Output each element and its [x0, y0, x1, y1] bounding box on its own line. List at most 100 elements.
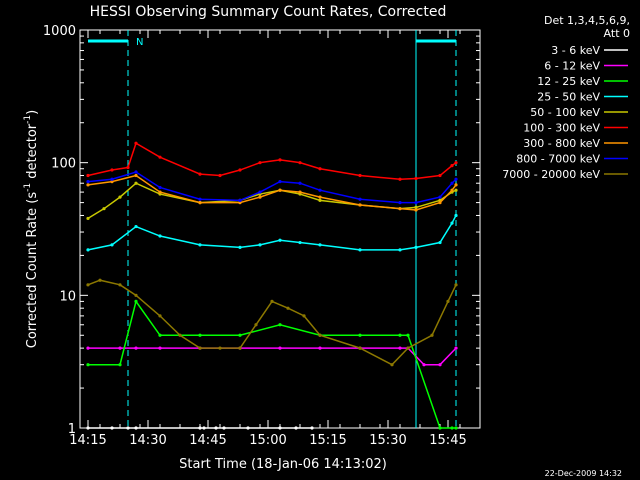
- series-line-6: [87, 174, 457, 211]
- y-tick-label: 1000: [43, 24, 76, 39]
- series-point-0: [202, 426, 206, 430]
- series-point-6: [298, 190, 302, 194]
- legend: Det 1,3,4,5,6,9,Att 0 3 - 6 keV 6 - 12 keV…: [502, 14, 630, 181]
- series-point-7: [238, 198, 242, 202]
- series-point-2: [398, 333, 402, 337]
- series-point-5: [438, 173, 442, 178]
- series-point-1: [438, 363, 442, 367]
- series-point-8: [446, 299, 450, 304]
- series-point-0: [110, 426, 114, 430]
- series-point-5: [450, 164, 454, 168]
- series-point-7: [414, 201, 418, 205]
- series-point-6: [414, 208, 418, 212]
- series-point-0: [86, 426, 90, 430]
- series-point-0: [294, 426, 298, 430]
- y-tick-label: 10: [59, 289, 76, 304]
- legend-label: 800 - 7000 keV: [516, 153, 600, 166]
- series-point-6: [278, 188, 282, 192]
- series-point-8: [134, 293, 138, 297]
- series-point-8: [86, 283, 90, 287]
- series-point-7: [110, 177, 114, 181]
- series-point-2: [438, 426, 442, 430]
- series-point-8: [390, 363, 394, 367]
- x-tick-label: 14:30: [129, 433, 166, 448]
- series-point-6: [158, 190, 162, 194]
- series-point-7: [438, 195, 442, 199]
- series-point-5: [218, 173, 222, 178]
- series-point-6: [358, 203, 362, 207]
- series-point-1: [118, 346, 122, 350]
- series-point-4: [118, 195, 122, 199]
- y-tick-label: 1: [68, 422, 76, 437]
- x-tick-label: 14:15: [69, 433, 106, 448]
- series-point-5: [126, 165, 130, 170]
- series-point-5: [86, 173, 90, 178]
- series-point-4: [134, 181, 138, 185]
- series-point-3: [158, 234, 162, 238]
- series-line-3: [87, 215, 457, 251]
- series-point-5: [258, 161, 262, 165]
- series-point-0: [310, 426, 314, 430]
- series-point-2: [278, 323, 282, 327]
- y-axis-label-text: Corrected Count Rate (s-1 detector-1): [23, 110, 40, 348]
- series-point-3: [438, 240, 442, 245]
- series-line-7: [87, 171, 457, 204]
- series-point-7: [298, 181, 302, 185]
- series-point-5: [454, 161, 458, 165]
- series-point-7: [198, 197, 202, 201]
- series-point-5: [158, 155, 162, 159]
- series-point-1: [86, 346, 90, 350]
- series-point-2: [450, 426, 454, 430]
- series-point-2: [238, 333, 242, 337]
- series-point-3: [298, 240, 302, 245]
- series-point-4: [102, 207, 106, 211]
- series-point-3: [398, 248, 402, 252]
- series-point-5: [238, 168, 242, 172]
- series-point-8: [454, 283, 458, 287]
- series-point-1: [278, 346, 282, 350]
- series-point-8: [254, 323, 258, 327]
- series-point-3: [134, 224, 138, 229]
- legend-label: 7000 - 20000 keV: [502, 168, 600, 181]
- series-point-8: [218, 346, 222, 350]
- series-point-4: [318, 198, 322, 202]
- legend-label: 12 - 25 keV: [537, 75, 600, 88]
- series-point-3: [198, 243, 202, 247]
- series-line-4: [87, 182, 457, 220]
- series-point-6: [258, 195, 262, 199]
- series-point-4: [454, 188, 458, 192]
- x-tick-label: 15:15: [309, 433, 346, 448]
- x-tick-label: 15:30: [369, 433, 406, 448]
- series-point-8: [406, 346, 410, 350]
- series-line-1: [88, 347, 457, 366]
- x-tick-label: 15:45: [429, 433, 466, 448]
- series-point-0: [278, 426, 282, 430]
- series-point-5: [398, 177, 402, 181]
- series-point-8: [270, 299, 274, 304]
- series-point-8: [286, 306, 290, 310]
- series-point-6: [398, 207, 402, 211]
- series-point-7: [258, 190, 262, 194]
- series-point-6: [318, 195, 322, 199]
- series-point-8: [198, 346, 202, 350]
- series-point-2: [118, 363, 122, 367]
- series-point-4: [86, 216, 90, 221]
- series-point-2: [158, 333, 162, 337]
- series-point-7: [86, 179, 90, 184]
- series-point-3: [86, 248, 90, 252]
- series-point-3: [278, 238, 282, 242]
- series-point-3: [450, 221, 454, 225]
- legend-label: 6 - 12 keV: [544, 60, 600, 73]
- series-point-6: [134, 173, 138, 178]
- series-point-7: [450, 181, 454, 185]
- series-point-1: [398, 346, 402, 350]
- chart-title: HESSI Observing Summary Count Rates, Cor…: [90, 4, 447, 20]
- legend-label: 3 - 6 keV: [551, 44, 600, 57]
- series-point-0: [214, 426, 218, 430]
- series-point-1: [134, 346, 138, 350]
- series-point-0: [246, 426, 250, 430]
- series-point-8: [238, 346, 242, 350]
- series-point-6: [198, 201, 202, 205]
